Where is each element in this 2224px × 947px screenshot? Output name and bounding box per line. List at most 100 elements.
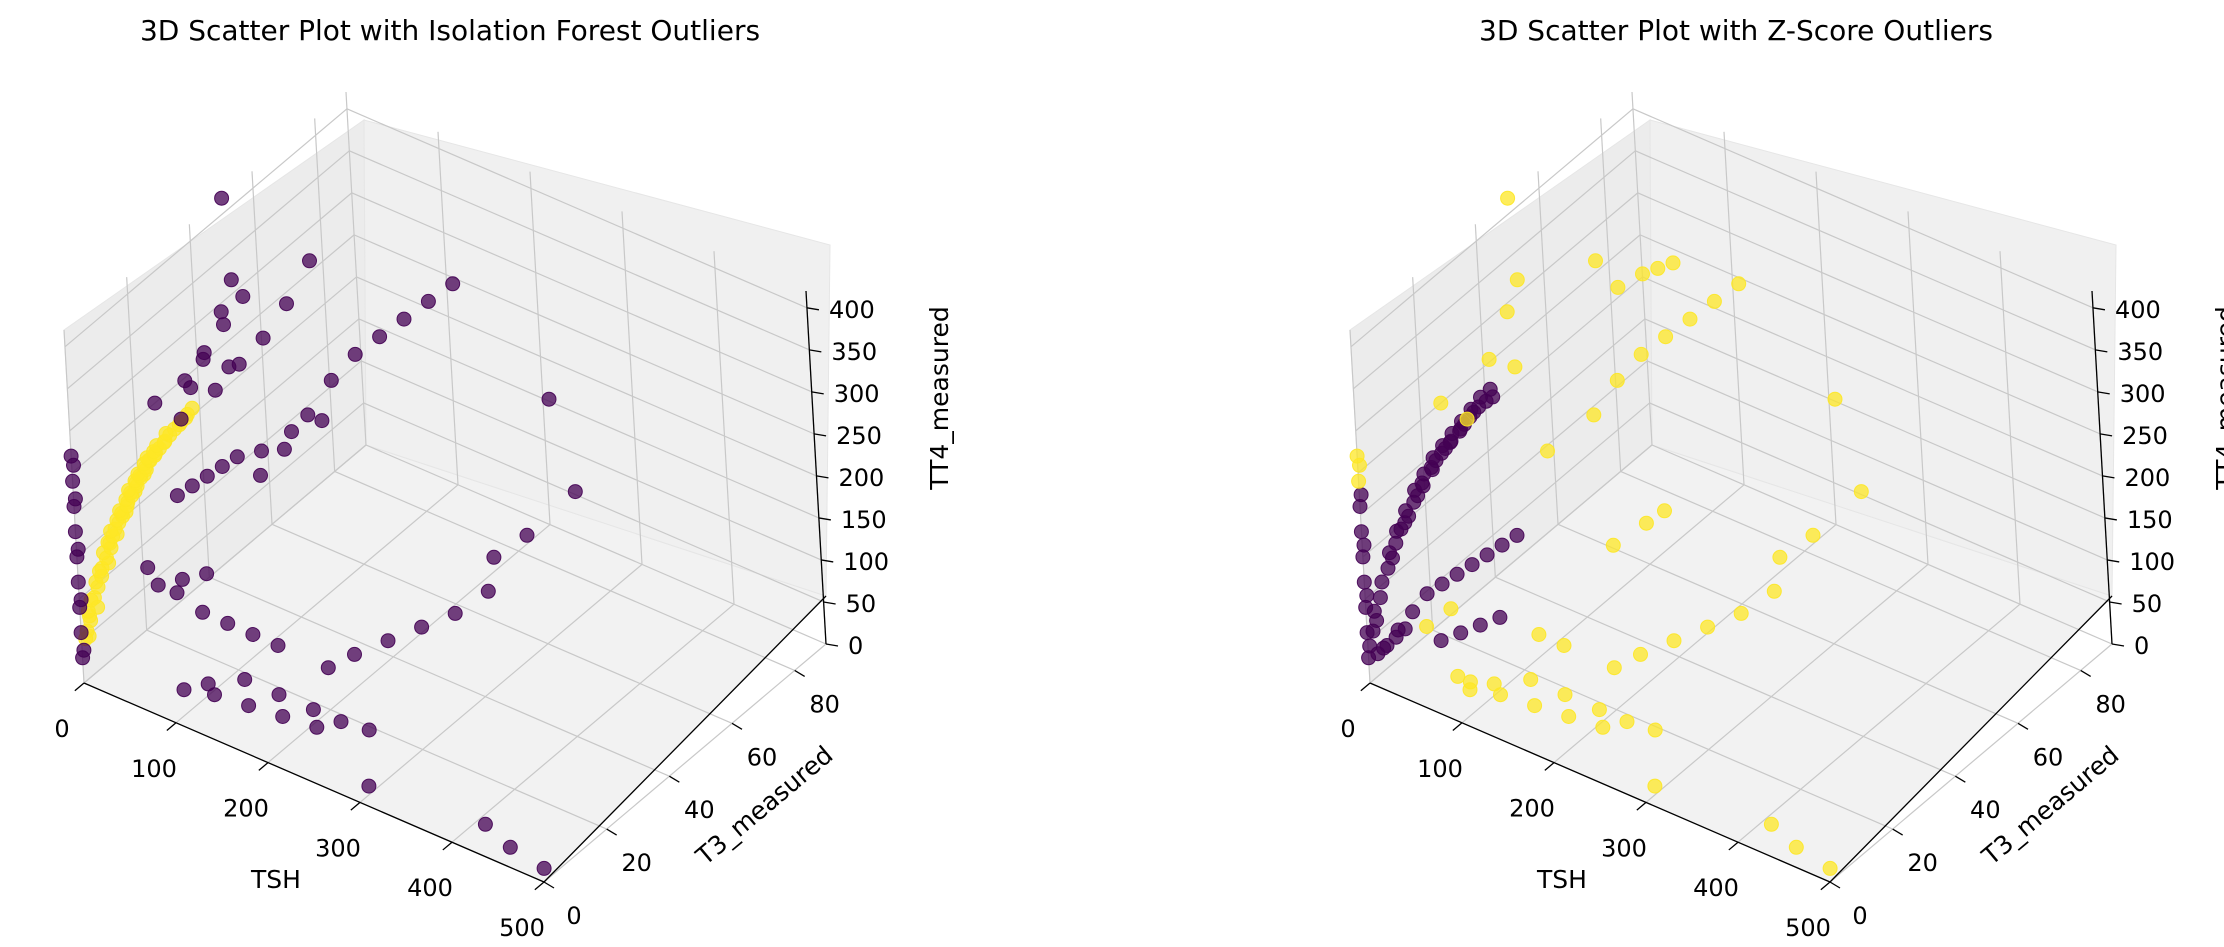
data-point	[1356, 574, 1372, 590]
data-point	[1509, 272, 1525, 288]
data-point	[302, 253, 317, 269]
series-inlier	[78, 400, 200, 647]
data-point	[1595, 719, 1611, 735]
data-point	[1355, 549, 1371, 565]
z-tick-mark	[823, 601, 836, 605]
z-gridline	[353, 234, 815, 435]
chart-panel-2: 0 100 200 300 400 500 0 20 40 60 80 0 50 100 150 200 250…	[1340, 14, 2224, 942]
z-gridline	[1369, 444, 1653, 684]
x-axis-label: TSH	[250, 865, 301, 894]
x-gridline	[1645, 563, 1929, 803]
x-tick-mark	[1636, 801, 1647, 811]
y-tick-label: 80	[2095, 690, 2126, 718]
data-point	[1605, 537, 1621, 553]
data-point	[1425, 450, 1441, 466]
data-point	[1682, 311, 1698, 327]
data-point	[199, 566, 215, 582]
data-point	[276, 441, 292, 457]
data-point	[213, 304, 229, 320]
z-tick-mark	[2102, 475, 2115, 479]
y-tick-mark	[1954, 775, 1966, 783]
y-tick-label: 60	[2033, 743, 2064, 771]
data-point	[253, 467, 268, 483]
data-point	[1509, 527, 1525, 543]
data-point	[1591, 702, 1607, 718]
data-point	[1805, 527, 1821, 543]
x-axis-label: TSH	[1536, 865, 1587, 894]
data-point	[1419, 586, 1435, 602]
data-point	[372, 329, 388, 345]
data-point	[414, 619, 430, 635]
y-tick-label: 0	[1852, 902, 1867, 930]
z-gridline	[1644, 318, 2106, 519]
data-point	[1376, 640, 1392, 656]
z-gridline	[1352, 150, 1636, 390]
data-point	[1650, 260, 1666, 276]
data-point	[1433, 395, 1449, 411]
data-point	[1443, 601, 1459, 617]
z-gridline	[1635, 150, 2096, 351]
data-point	[69, 549, 85, 565]
z-tick-label: 200	[838, 464, 884, 492]
data-point	[1352, 499, 1368, 514]
data-point	[1610, 279, 1626, 295]
y-tick-mark	[1829, 881, 1841, 889]
data-point	[1523, 672, 1539, 687]
data-point	[271, 687, 287, 703]
data-point	[1772, 549, 1788, 565]
x-axis-line	[83, 682, 545, 883]
data-point	[519, 527, 535, 543]
data-point	[1434, 576, 1450, 592]
data-point	[1353, 524, 1369, 540]
z-tick-label: 350	[2117, 338, 2163, 366]
z-gridline	[358, 318, 820, 519]
z-tick-label: 150	[841, 506, 887, 534]
x-axis-line	[1369, 682, 1831, 883]
z-tick-label: 350	[831, 338, 877, 366]
x-tick-label: 300	[315, 834, 361, 862]
data-point	[174, 571, 190, 587]
data-point	[1822, 860, 1838, 876]
z-axis-label: TT4_measured	[2211, 306, 2224, 490]
data-point	[1433, 633, 1449, 649]
z-gridline	[71, 234, 355, 474]
data-point	[216, 317, 231, 333]
z-gridline	[83, 444, 367, 684]
data-point	[1398, 503, 1414, 519]
data-point	[237, 672, 253, 687]
x-tick-label: 200	[1509, 795, 1555, 823]
data-point	[184, 478, 200, 494]
data-point	[284, 424, 299, 440]
data-point	[173, 411, 189, 427]
y-tick-mark	[668, 775, 680, 783]
z-tick-mark	[806, 307, 820, 311]
z-tick-mark	[811, 391, 824, 395]
y-gridline	[1620, 470, 2081, 671]
x-tick-label: 100	[131, 755, 177, 783]
z-tick-label: 50	[846, 590, 877, 618]
z-tick-mark	[2109, 601, 2122, 605]
z-gridline	[1350, 108, 1634, 348]
z-gridline	[349, 150, 810, 351]
y-tick-label: 40	[1970, 796, 2001, 824]
data-point	[158, 426, 174, 441]
data-point	[223, 272, 239, 288]
data-point	[1459, 411, 1475, 427]
data-point	[1706, 293, 1722, 309]
data-point	[1633, 346, 1649, 362]
data-point	[1361, 650, 1377, 666]
x-gridline	[1737, 603, 2021, 843]
data-point	[1349, 448, 1365, 464]
data-point	[214, 459, 230, 474]
data-point	[1665, 255, 1681, 271]
data-point	[176, 682, 192, 698]
data-point	[477, 816, 493, 832]
z-gridline	[1355, 192, 1639, 432]
z-tick-mark	[813, 433, 827, 437]
y-tick-mark	[543, 881, 555, 889]
data-point	[541, 391, 557, 407]
y-tick-mark	[731, 722, 743, 730]
y-gridline	[1557, 523, 2019, 724]
y-tick-label: 60	[747, 743, 778, 771]
